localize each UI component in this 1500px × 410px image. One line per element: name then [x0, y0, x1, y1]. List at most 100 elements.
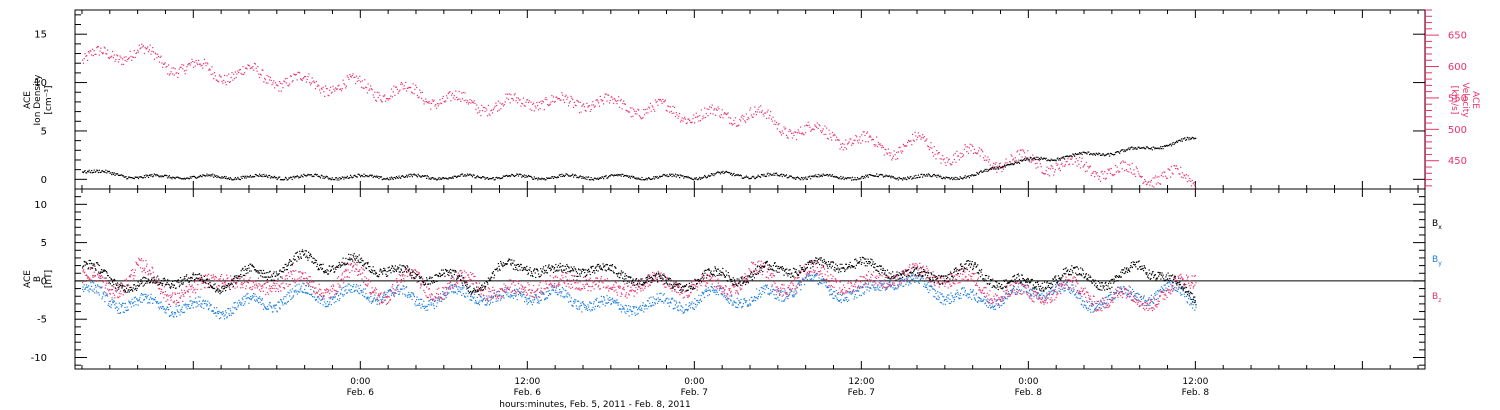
velocity-series-point — [519, 99, 521, 101]
by-series-point — [789, 289, 791, 291]
by-series-point — [532, 299, 534, 301]
by-series-point — [266, 308, 268, 310]
density-series-point — [922, 174, 925, 176]
density-series-point — [567, 174, 569, 176]
by-series-point — [746, 305, 748, 307]
by-series-point — [928, 291, 930, 294]
velocity-series-point — [666, 110, 668, 112]
by-series-point — [799, 281, 801, 283]
by-series-point — [420, 307, 422, 309]
velocity-series-point — [147, 51, 150, 53]
by-series-point — [136, 298, 138, 300]
by-series-point — [668, 305, 670, 307]
density-series-point — [968, 177, 970, 179]
density-series-point — [476, 176, 478, 178]
density-series-point — [690, 177, 692, 179]
velocity-series-point — [192, 60, 194, 63]
velocity-series-point — [1170, 176, 1172, 178]
density-series-point — [1135, 147, 1137, 149]
by-series-point — [1173, 289, 1175, 291]
velocity-series-point — [1166, 177, 1168, 179]
by-series-point — [616, 302, 619, 304]
density-series-point — [924, 175, 926, 177]
by-series-point — [657, 297, 659, 299]
data-layer — [82, 43, 1197, 320]
velocity-series-point — [1100, 171, 1102, 173]
density-series-point — [1045, 157, 1047, 159]
velocity-series-point — [868, 136, 870, 138]
by-series-point — [127, 309, 129, 311]
velocity-series-point — [140, 47, 142, 49]
density-series-point — [722, 170, 724, 172]
by-series-point — [82, 288, 84, 290]
density-series-point — [495, 177, 497, 179]
by-series-point — [1043, 295, 1046, 297]
by-series-point — [159, 302, 161, 304]
density-series-point — [999, 167, 1001, 169]
by-series-point — [698, 302, 700, 304]
density-series-point — [287, 179, 289, 181]
velocity-series-point — [1159, 183, 1161, 185]
velocity-series-point — [1053, 174, 1055, 176]
density-series-point — [368, 175, 370, 177]
velocity-series-point — [590, 108, 592, 110]
velocity-series-point — [1111, 174, 1113, 176]
density-series-point — [417, 173, 419, 175]
by-series-point — [478, 304, 481, 306]
density-series-point — [620, 175, 622, 177]
density-series-point — [694, 178, 697, 180]
velocity-series-point — [414, 88, 416, 90]
by-series-point — [848, 292, 850, 294]
density-series-point — [741, 177, 743, 179]
by-series-point — [937, 295, 939, 297]
by-series-point — [1026, 290, 1028, 292]
by-series-point — [212, 309, 214, 311]
by-series-point — [1052, 292, 1054, 294]
velocity-series-point — [673, 112, 675, 114]
velocity-series-point — [802, 133, 804, 135]
density-series-point — [592, 178, 594, 180]
density-series-point — [360, 174, 363, 177]
density-series-point — [1185, 139, 1187, 141]
density-series-point — [742, 177, 744, 179]
density-series-point — [165, 174, 167, 177]
density-series-point — [223, 176, 225, 179]
density-series-point — [122, 175, 125, 177]
density-series-point — [213, 176, 215, 178]
density-series-point — [198, 176, 201, 178]
velocity-series-point — [1131, 162, 1133, 164]
density-series-point — [187, 177, 189, 179]
density-series-point — [134, 176, 136, 178]
by-series-point — [408, 291, 410, 294]
velocity-series-point — [594, 105, 596, 107]
velocity-series-point — [148, 49, 150, 51]
velocity-series-point — [1018, 153, 1021, 155]
velocity-series-point — [94, 53, 96, 55]
velocity-series-point — [777, 124, 779, 126]
density-series-point — [710, 173, 712, 175]
by-series-point — [502, 295, 504, 297]
by-series-point — [909, 276, 911, 278]
density-series-point — [365, 175, 368, 177]
by-series-point — [815, 275, 817, 277]
velocity-series-point — [872, 138, 874, 141]
by-series-point — [982, 300, 984, 302]
velocity-series-point — [612, 98, 614, 100]
by-series-point — [224, 314, 226, 316]
velocity-series-point — [904, 145, 906, 147]
density-series-point — [851, 176, 854, 178]
velocity-series-point — [714, 108, 716, 110]
velocity-series-point — [333, 88, 335, 90]
density-series-point — [537, 177, 540, 179]
ytick-label-right: 650 — [1448, 31, 1467, 42]
velocity-series-point — [899, 146, 901, 149]
density-series-point — [904, 177, 906, 179]
by-series-point — [333, 302, 335, 304]
velocity-series-point — [730, 117, 732, 119]
velocity-series-point — [591, 104, 593, 106]
by-series-point — [83, 284, 85, 286]
density-series-point — [726, 171, 728, 173]
density-series-point — [728, 172, 730, 174]
density-series-point — [650, 178, 652, 180]
velocity-series-point — [234, 71, 236, 73]
